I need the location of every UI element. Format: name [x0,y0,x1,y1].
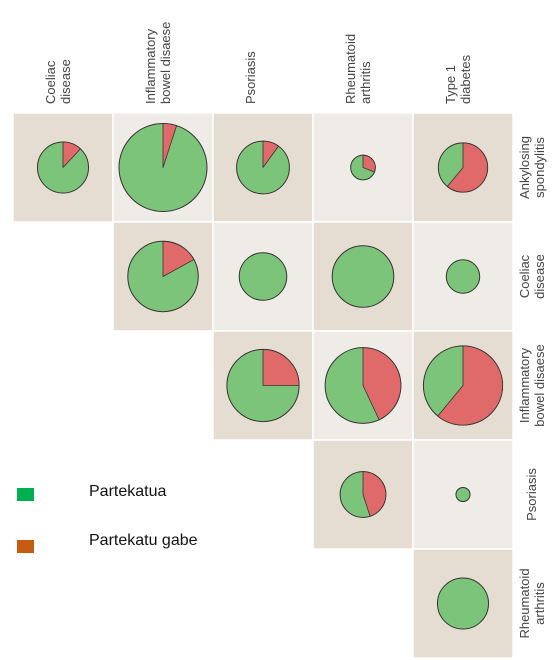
column-label-line: Rheumatoid [343,34,358,104]
pie-slice-not-shared [262,349,300,386]
row-label-line: Rheumatoid [517,568,532,638]
row-label-line: spondylitis [532,137,547,198]
pie-slice-not-shared [446,142,488,193]
row-label-4: Rheumatoidarthritis [517,568,547,638]
pie-r2-c4 [422,345,504,426]
pie-r1-c1 [127,240,199,313]
pie-r1-c2 [238,252,288,301]
row-label-line: Psoriasis [524,468,539,521]
column-label-line: Type 1 [443,65,458,104]
column-label-line: diabetes [458,54,473,104]
column-label-3: Rheumatoidarthritis [343,34,373,104]
row-label-line: disease [532,254,547,299]
column-label-4: Type 1diabetes [443,54,473,104]
pie-r2-c2 [226,348,300,423]
pie-slice-not-shared [362,471,387,517]
matrix-cell-r1-c3 [312,221,414,332]
row-label-line: bowel disaese [532,344,547,426]
pie-r0-c1 [118,123,208,212]
pie-r0-c3 [350,154,376,181]
legend-label-shared: Partekatua [89,483,166,500]
matrix-cell-r4-c4 [412,548,514,659]
pie-slice-shared [436,577,490,630]
pie-slice-shared [445,259,481,294]
pie-slice-not-shared [362,154,376,173]
pie-slice-not-shared [162,123,177,168]
legend-label-not-shared: Partekatu gabe [89,532,198,549]
pie-r4-c4 [436,577,490,630]
row-label-2: Inflammatorybowel disaese [517,344,547,426]
row-label-0: Ankylosingspondylitis [517,136,547,199]
row-label-line: Ankylosing [517,136,532,199]
pie-slice-shared [238,252,288,301]
column-label-2: Psoriasis [243,51,258,104]
pie-slice-not-shared [437,345,503,426]
column-label-line: disease [58,59,73,104]
column-label-line: bowel disaese [158,22,173,104]
pie-slice-not-shared [362,347,402,421]
row-label-1: Coeliacdisease [517,254,547,299]
pie-r0-c2 [236,140,290,195]
pie-slice-shared [331,245,395,308]
matrix-cell-r3-c4 [412,439,514,550]
pie-r3-c3 [339,471,387,518]
pie-r1-c4 [445,259,481,294]
column-label-line: Inflammatory [143,28,158,104]
pie-slice-not-shared [62,141,81,168]
column-label-line: arthritis [358,61,373,104]
column-label-line: Psoriasis [243,51,258,104]
row-label-line: arthritis [532,582,547,625]
column-label-line: Coeliac [43,60,58,104]
pie-slice-shared [455,486,471,503]
column-label-1: Inflammatorybowel disaese [143,22,173,104]
pie-r0-c4 [437,142,489,193]
row-label-line: Inflammatory [517,347,532,423]
column-label-0: Coeliacdisease [43,59,73,104]
row-label-line: Coeliac [517,254,532,298]
pie-r3-c4 [455,486,471,503]
pie-slice-not-shared [262,140,279,168]
pie-slice-not-shared [162,240,195,277]
row-label-3: Psoriasis [524,468,539,521]
pie-r1-c3 [331,245,395,308]
legend-swatch-not-shared [17,540,34,553]
pie-r0-c0 [36,141,90,194]
pie-r2-c3 [324,347,402,424]
legend-swatch-shared [17,488,34,501]
